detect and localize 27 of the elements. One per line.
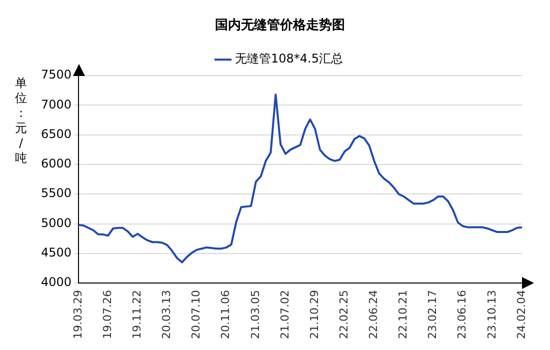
y-axis-title: 单位：元/吨 bbox=[14, 76, 28, 166]
y-tick-label: 7000 bbox=[40, 97, 72, 112]
x-tick-label: 21.07.02 bbox=[278, 290, 292, 339]
x-tick-label: 19.03.29 bbox=[71, 290, 84, 339]
x-tick-label: 21.10.29 bbox=[308, 290, 321, 339]
x-tick-label: 21.03.05 bbox=[248, 290, 262, 339]
x-tick-label: 20.11.06 bbox=[219, 290, 232, 339]
y-tick-label: 5000 bbox=[40, 216, 72, 230]
x-tick-label: 22.02.25 bbox=[337, 290, 350, 339]
x-tick-label: 22.06.24 bbox=[367, 290, 380, 339]
y-tick-label: 6500 bbox=[40, 126, 72, 141]
x-tick-label: 23.02.17 bbox=[426, 290, 440, 339]
x-tick-label: 20.07.10 bbox=[190, 290, 203, 339]
x-tick-label: 22.10.21 bbox=[396, 290, 410, 339]
x-tick-label: 23.06.16 bbox=[456, 290, 469, 339]
legend-label: 无缝管108*4.5汇总 bbox=[235, 52, 344, 66]
chart-title: 国内无缝管价格走势图 bbox=[215, 17, 345, 34]
y-tick-label: 6000 bbox=[40, 156, 72, 171]
y-tick-label: 5500 bbox=[40, 186, 72, 200]
y-tick-label: 4000 bbox=[40, 275, 72, 290]
x-tick-label: 19.07.26 bbox=[100, 290, 114, 339]
y-tick-label: 4500 bbox=[40, 246, 72, 260]
x-tick-label: 24.02.04 bbox=[514, 290, 528, 339]
x-tick-label: 19.11.22 bbox=[130, 290, 144, 339]
x-tick-label: 20.03.13 bbox=[160, 290, 174, 339]
x-tick-label: 23.10.13 bbox=[485, 290, 498, 339]
y-tick-label: 7500 bbox=[40, 68, 72, 82]
